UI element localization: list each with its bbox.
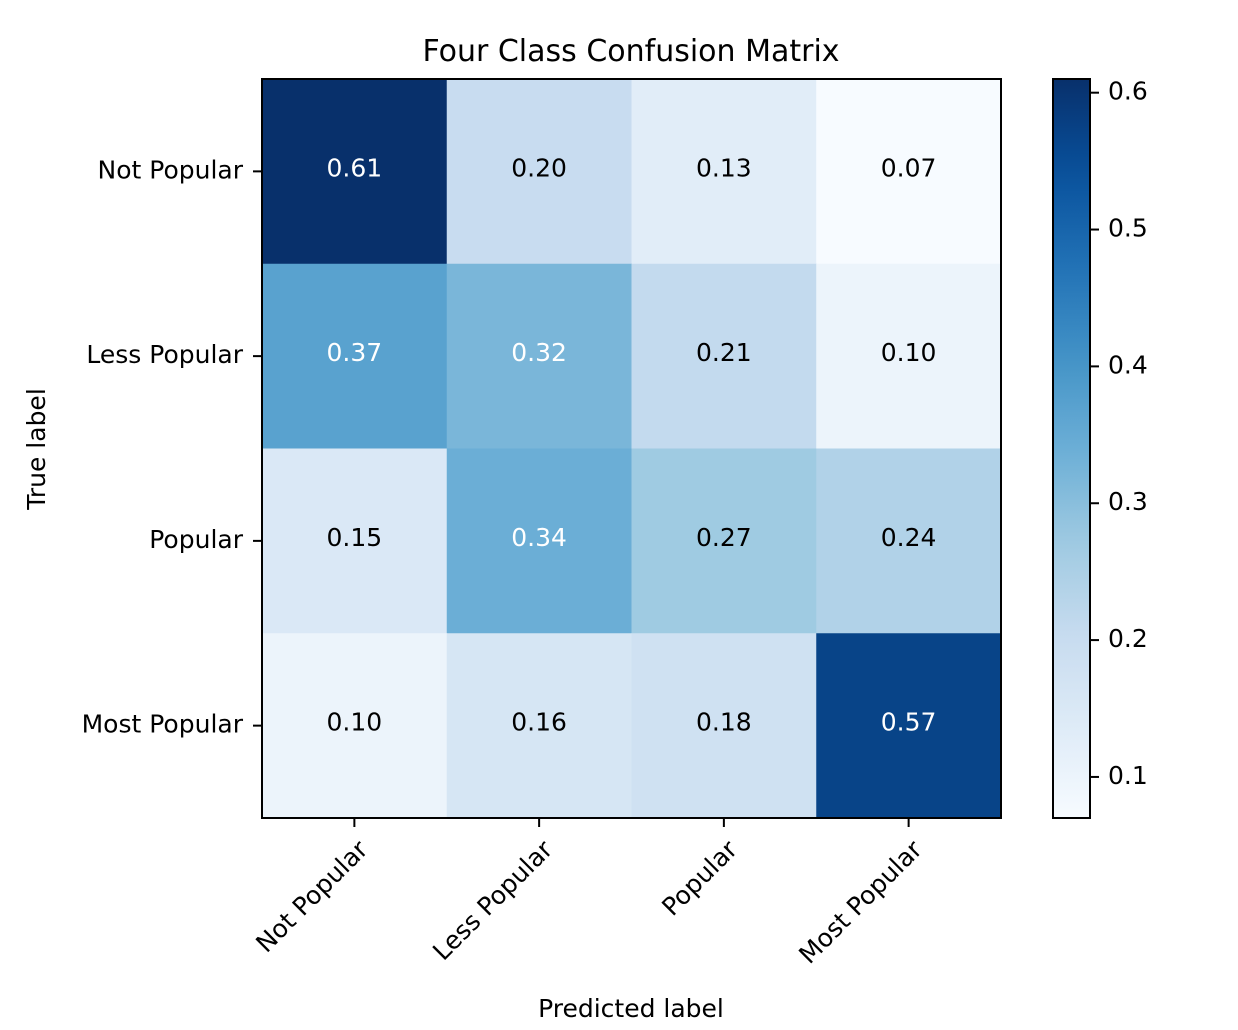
colorbar: 0.1 0.2 0.3 0.4 0.5 0.6 bbox=[1052, 77, 1148, 819]
heatmap-cell bbox=[816, 79, 1002, 265]
x-tick-label: Popular bbox=[656, 834, 743, 921]
chart-title: Four Class Confusion Matrix bbox=[422, 34, 839, 69]
y-tick-label: Less Popular bbox=[86, 340, 243, 369]
heatmap-cell bbox=[446, 79, 632, 265]
cell-value-label: 0.21 bbox=[696, 338, 752, 367]
cell-value-label: 0.37 bbox=[327, 338, 383, 367]
heatmap-cell bbox=[262, 263, 448, 449]
cell-value-label: 0.10 bbox=[327, 708, 383, 737]
cell-value-label: 0.10 bbox=[881, 338, 937, 367]
cell-value-label: 0.16 bbox=[511, 708, 567, 737]
cell-value-label: 0.34 bbox=[511, 523, 567, 552]
cell-value-label: 0.32 bbox=[511, 338, 567, 367]
colorbar-tick-label: 0.1 bbox=[1108, 761, 1148, 790]
y-axis-label: True label bbox=[22, 388, 51, 511]
cell-value-label: 0.20 bbox=[511, 153, 567, 182]
cell-value-label: 0.18 bbox=[696, 708, 752, 737]
colorbar-gradient bbox=[1053, 79, 1090, 818]
colorbar-frame bbox=[1052, 78, 1091, 819]
colorbar-tick-label: 0.2 bbox=[1108, 624, 1148, 653]
cell-value-label: 0.61 bbox=[327, 153, 383, 182]
x-axis-label: Predicted label bbox=[538, 994, 724, 1023]
heatmap-cell bbox=[262, 79, 448, 265]
heatmap-cell bbox=[816, 633, 1002, 819]
heatmap-cell bbox=[446, 263, 632, 449]
cell-value-label: 0.13 bbox=[696, 153, 752, 182]
y-tick-label: Most Popular bbox=[82, 710, 244, 739]
colorbar-tick-label: 0.3 bbox=[1108, 487, 1148, 516]
colorbar-tick-label: 0.4 bbox=[1108, 350, 1148, 379]
cell-value-label: 0.24 bbox=[881, 523, 937, 552]
heatmap-cell bbox=[631, 263, 817, 449]
heatmap-cell bbox=[446, 633, 632, 819]
x-axis-ticks: Not Popular Less Popular Popular Most Popul… bbox=[250, 818, 928, 969]
heatmap-cell bbox=[631, 79, 817, 265]
heatmap-cell bbox=[816, 448, 1002, 634]
heatmap-cell bbox=[262, 633, 448, 819]
heatmap-cell bbox=[262, 448, 448, 634]
y-tick-label: Popular bbox=[149, 525, 243, 554]
heatmap-cell bbox=[446, 448, 632, 634]
x-tick-label: Not Popular bbox=[250, 834, 374, 958]
colorbar-tick-label: 0.5 bbox=[1108, 214, 1148, 243]
y-tick-label: Not Popular bbox=[98, 155, 244, 184]
heatmap-cell-labels: 0.61 0.20 0.13 0.07 0.37 0.32 0.21 0.10 0.15 0.34… bbox=[327, 153, 937, 736]
cell-value-label: 0.15 bbox=[327, 523, 383, 552]
heatmap-cells bbox=[262, 79, 1002, 819]
colorbar-tick-label: 0.6 bbox=[1108, 77, 1148, 106]
x-tick-label: Less Popular bbox=[427, 834, 559, 966]
y-axis-ticks: Not Popular Less Popular Popular Most Popul… bbox=[82, 155, 262, 739]
heatmap-cell bbox=[816, 263, 1002, 449]
cell-value-label: 0.07 bbox=[881, 153, 937, 182]
cell-value-label: 0.27 bbox=[696, 523, 752, 552]
x-tick-label: Most Popular bbox=[793, 834, 928, 969]
plot-frame bbox=[261, 78, 1002, 819]
heatmap-cell bbox=[631, 633, 817, 819]
cell-value-label: 0.57 bbox=[881, 708, 937, 737]
heatmap-cell bbox=[631, 448, 817, 634]
